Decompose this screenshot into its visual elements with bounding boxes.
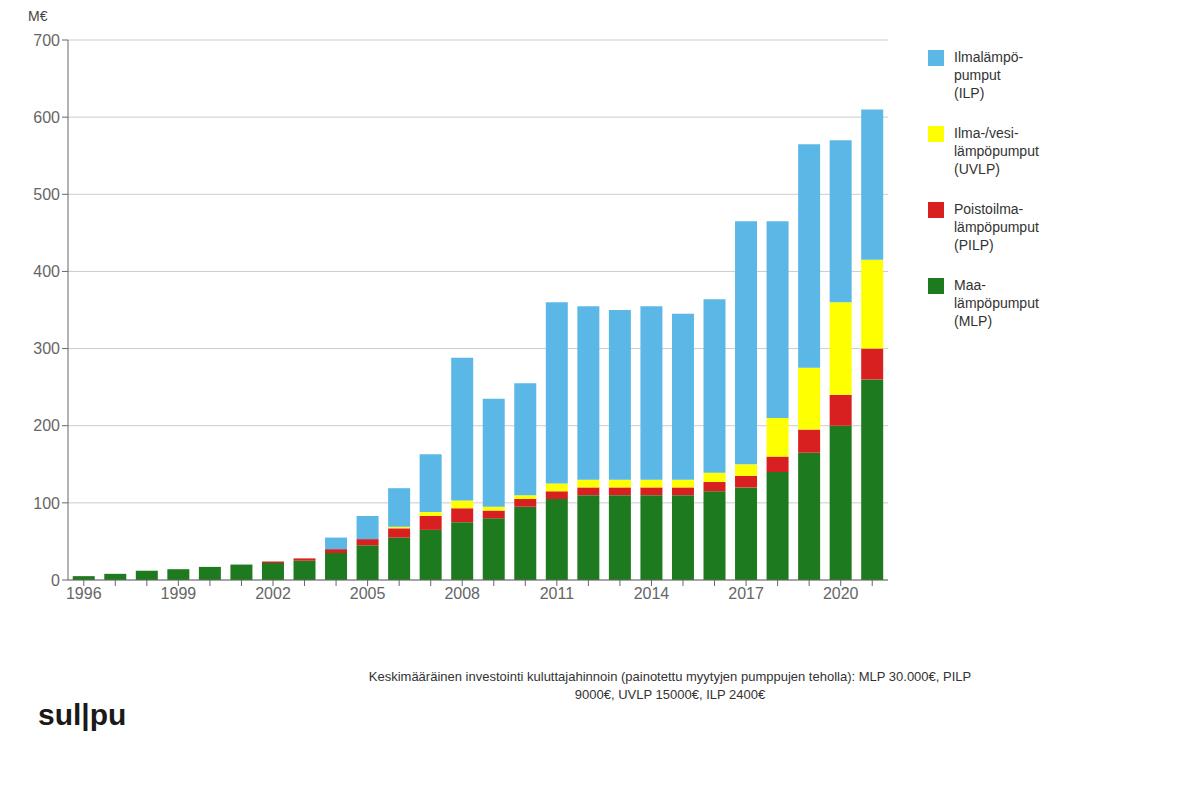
html-text:Ilma-/vesi- lämpöpumput (UVLP): Ilma-/vesi- lämpöpumput (UVLP)	[954, 125, 1039, 177]
svg-text:2002: 2002	[255, 585, 291, 602]
svg-text:400: 400	[33, 263, 60, 280]
html-text:Ilmalämpö- pumput (ILP): Ilmalämpö- pumput (ILP)	[954, 49, 1024, 101]
svg-text:2017: 2017	[728, 585, 764, 602]
html-text:Keskimääräinen investointi kul: Keskimääräinen investointi kuluttajahinn…	[368, 669, 972, 702]
html-text:M€: M€	[28, 8, 48, 24]
svg-text:500: 500	[33, 186, 60, 203]
svg-text:1996: 1996	[66, 585, 102, 602]
svg-text:1999: 1999	[161, 585, 197, 602]
svg-text:2020: 2020	[823, 585, 859, 602]
svg-text:2014: 2014	[634, 585, 670, 602]
svg-text:600: 600	[33, 109, 60, 126]
svg-text:300: 300	[33, 340, 60, 357]
svg-text:2008: 2008	[444, 585, 480, 602]
svg-text:0: 0	[51, 572, 60, 589]
svg-text:200: 200	[33, 417, 60, 434]
html-text:sul|pu: sul|pu	[38, 698, 127, 731]
html-text:Poistoilma- lämpöpumput (PILP): Poistoilma- lämpöpumput (PILP)	[954, 201, 1039, 253]
svg-text:700: 700	[33, 32, 60, 49]
html-text:Maa- lämpöpumput (MLP): Maa- lämpöpumput (MLP)	[954, 277, 1039, 329]
svg-text:2005: 2005	[350, 585, 386, 602]
svg-text:2011: 2011	[540, 585, 575, 602]
svg-text:100: 100	[33, 495, 60, 512]
